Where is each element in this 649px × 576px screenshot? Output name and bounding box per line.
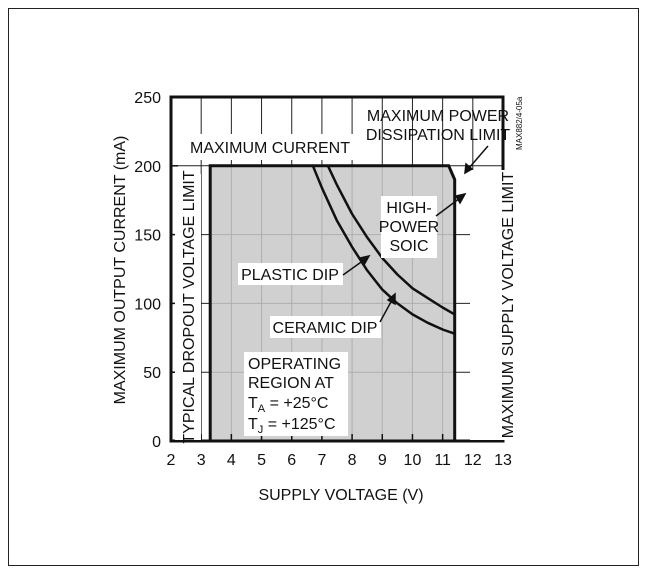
x-tick-label: 11: [434, 452, 451, 469]
x-tick-label: 9: [378, 452, 387, 469]
max-current-bg: [186, 134, 354, 160]
part-code: MAX882/4-05a: [515, 96, 524, 150]
curves: [311, 165, 456, 335]
ta-label: TA = +25°C: [248, 395, 328, 415]
soic-bg: [381, 196, 437, 258]
x-tick-label: 7: [317, 452, 326, 469]
supply-limit-bg: [470, 170, 518, 440]
y-tick-label: 200: [134, 159, 161, 176]
region-label-1: OPERATING: [248, 356, 341, 373]
dropout-label: TYPICAL DROPOUT VOLTAGE LIMIT: [181, 170, 198, 443]
x-tick-label: 4: [227, 452, 236, 469]
y-tick-label: 150: [134, 228, 161, 245]
max-current-label: MAXIMUM CURRENT: [190, 140, 350, 157]
ceramic-dip-arrow: [379, 299, 393, 323]
y-tick-label: 50: [143, 365, 161, 382]
leader-arrows: [342, 145, 489, 323]
x-axis-label: SUPPLY VOLTAGE (V): [258, 487, 423, 504]
plastic-dip-arrowhead: [358, 254, 371, 267]
max-power-label-2: DISSIPATION LIMIT: [366, 127, 511, 144]
y-tick-label: 250: [134, 90, 161, 107]
ticks: 2 3 4 5 6 7 8 9 10 11 12 13 0 50 100 150 200 250: [134, 90, 512, 469]
plastic-dip-bg: [238, 263, 343, 285]
supply-limit-label: MAXIMUM SUPPLY VOLTAGE LIMIT: [500, 172, 517, 439]
x-tick-label: 3: [197, 452, 206, 469]
ceramic-dip-label: CERAMIC DIP: [273, 320, 378, 337]
x-tick-label: 13: [494, 452, 512, 469]
plastic-dip-label: PLASTIC DIP: [241, 267, 339, 284]
tj-label: TJ = +125°C: [248, 416, 336, 436]
region-text-bg: [244, 352, 348, 436]
ceramic-dip-arrowhead: [386, 292, 396, 306]
dropout-bg: [175, 174, 201, 440]
power-limit-arrow: [468, 145, 489, 169]
power-label: POWER: [379, 219, 439, 236]
x-tick-label: 5: [257, 452, 266, 469]
soic-arrow: [435, 197, 461, 217]
high-power-label: HIGH-: [386, 200, 431, 217]
y-tick-label: 0: [152, 434, 161, 451]
plastic-dip-arrow: [342, 259, 365, 276]
x-tick-label: 12: [464, 452, 482, 469]
power-limit-arrowhead: [464, 162, 474, 175]
y-tick-label: 100: [134, 296, 161, 313]
x-tick-label: 2: [167, 452, 176, 469]
series-line-2: [326, 165, 456, 316]
region-label-2: REGION AT: [248, 375, 334, 392]
ceramic-dip-bg: [270, 316, 381, 338]
series-line-1: [311, 165, 456, 335]
max-power-label-1: MAXIMUM POWER: [367, 108, 509, 125]
soic-label: SOIC: [389, 238, 428, 255]
x-tick-label: 8: [348, 452, 357, 469]
y-axis-label: MAXIMUM OUTPUT CURRENT (mA): [112, 136, 129, 405]
figure-frame: [8, 8, 639, 566]
x-tick-label: 10: [404, 452, 422, 469]
soic-arrowhead: [454, 192, 467, 205]
x-tick-label: 6: [287, 452, 296, 469]
